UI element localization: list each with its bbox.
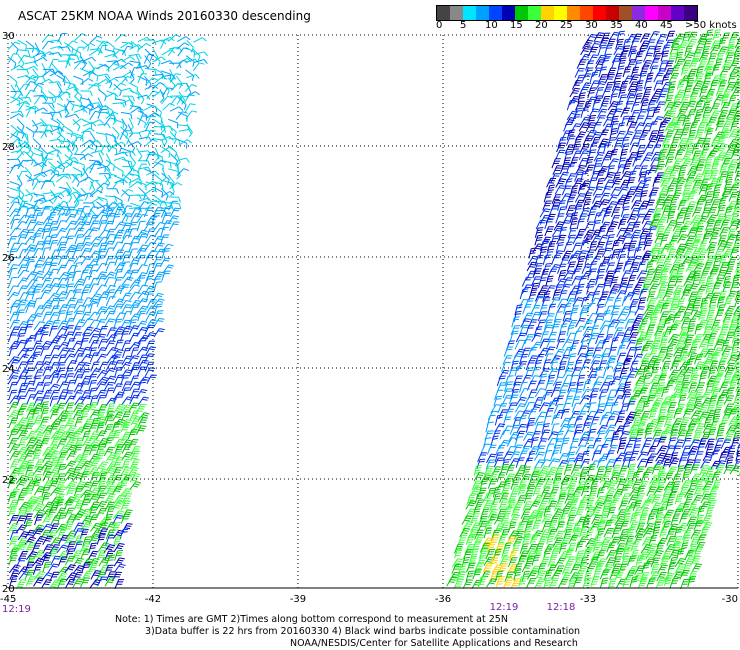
latitude-label: 20: [2, 584, 15, 595]
colorbar-segment: [502, 6, 515, 20]
colorbar-label: 35: [610, 20, 623, 31]
colorbar-segment: [476, 6, 489, 20]
colorbar-segment: [489, 6, 502, 20]
colorbar-segment: [567, 6, 580, 20]
longitude-label: -42: [145, 594, 161, 605]
colorbar-label: 5: [460, 20, 467, 31]
colorbar-label: 45: [660, 20, 673, 31]
longitude-label: -45: [0, 594, 16, 605]
latitude-label: 26: [2, 253, 15, 264]
colorbar-label: 15: [510, 20, 523, 31]
colorbar-label: 30: [585, 20, 598, 31]
colorbar-label: 10: [485, 20, 498, 31]
pass-time-label: 12:19: [2, 604, 31, 615]
longitude-label: -33: [580, 594, 596, 605]
colorbar-segment: [554, 6, 567, 20]
lat-lon-grid: [7, 34, 739, 589]
axis-labels: 30 28 26 24 22 20-45 -42 -39 -36 -33 -30 12:19 12:19…: [0, 31, 738, 615]
longitude-label: -30: [722, 594, 738, 605]
latitude-label: 28: [2, 142, 15, 153]
note-line-1: Note: 1) Times are GMT 2)Times along bot…: [115, 614, 508, 625]
longitude-label: -36: [435, 594, 451, 605]
colorbar-segment: [632, 6, 645, 20]
pass-time-label: 12:19: [490, 602, 519, 613]
wind-barbs-layer: [7, 29, 740, 590]
longitude-label: -39: [290, 594, 306, 605]
latitude-label: 22: [2, 475, 15, 486]
colorbar-segment: [541, 6, 554, 20]
latitude-label: 30: [2, 31, 15, 42]
colorbar-segment: [606, 6, 619, 20]
colorbar-label: 40: [635, 20, 648, 31]
map-title: ASCAT 25KM NOAA Winds 20160330 descendin…: [18, 9, 311, 23]
colorbar-labels: 0 5 10 15 20 25 30 35 40 45 >50 knots: [430, 20, 740, 34]
colorbar-label: 0: [436, 20, 443, 31]
colorbar-segment: [645, 6, 658, 20]
colorbar-segment: [684, 6, 697, 20]
colorbar-segment: [515, 6, 528, 20]
colorbar-segment: [437, 6, 450, 20]
colorbar-segment: [463, 6, 476, 20]
colorbar-segment: [528, 6, 541, 20]
note-line-2: 3)Data buffer is 22 hrs from 20160330 4)…: [145, 626, 581, 637]
wind-speed-colorbar: [436, 5, 698, 21]
colorbar-segment: [593, 6, 606, 20]
colorbar-label: >50 knots: [685, 20, 737, 31]
pass-time-label: 12:18: [547, 602, 576, 613]
latitude-label: 24: [2, 364, 15, 375]
colorbar-segment: [619, 6, 632, 20]
colorbar-segment: [658, 6, 671, 20]
colorbar-label: 25: [560, 20, 573, 31]
note-line-3: NOAA/NESDIS/Center for Satellite Applica…: [290, 638, 578, 649]
colorbar-segment: [580, 6, 593, 20]
colorbar-segment: [671, 6, 684, 20]
colorbar-label: 20: [535, 20, 548, 31]
colorbar-segment: [450, 6, 463, 20]
